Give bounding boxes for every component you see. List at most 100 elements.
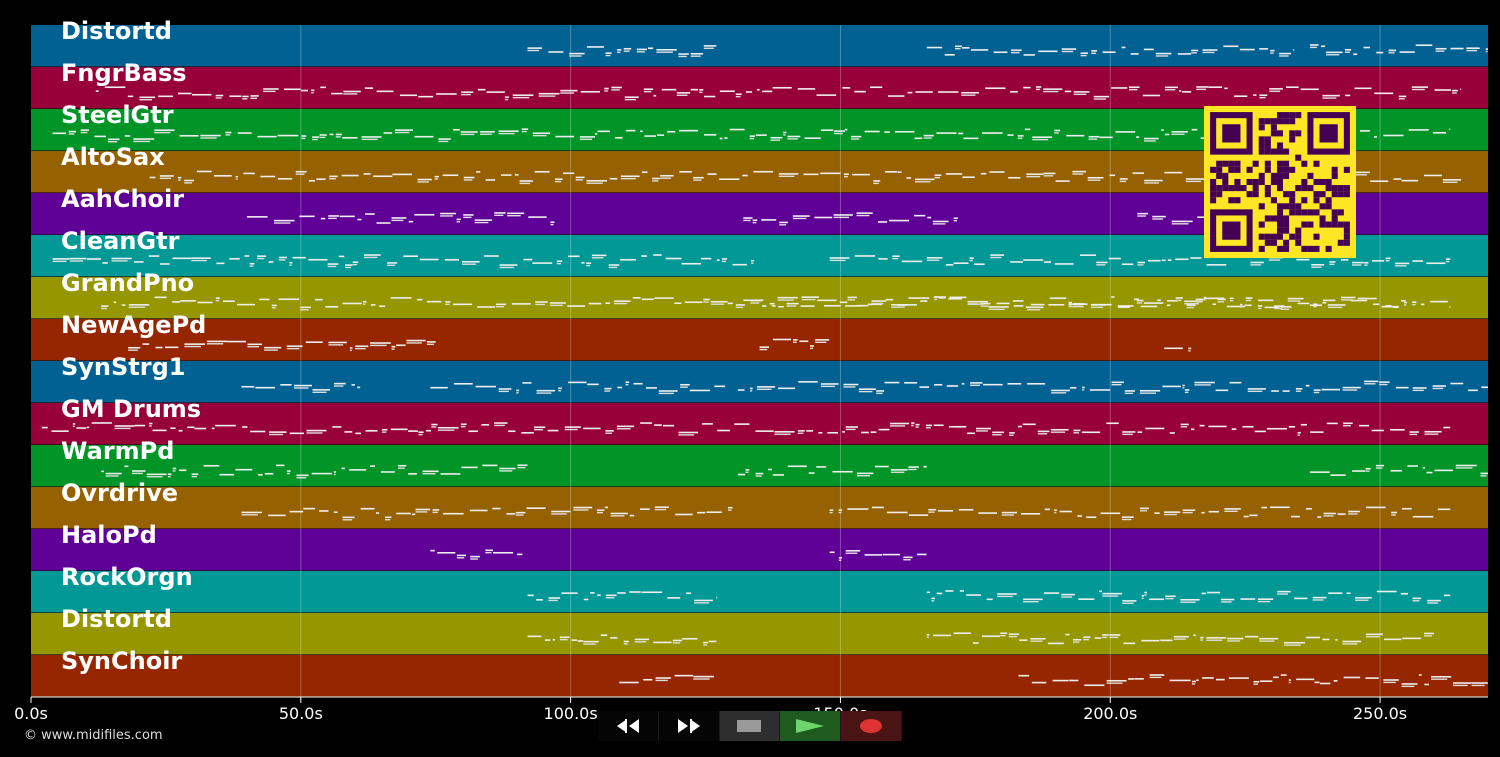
note [517,553,523,556]
note [364,256,378,259]
play-button[interactable] [780,711,841,741]
note [1000,632,1008,635]
note [727,509,732,511]
note [1109,174,1116,177]
note [311,89,315,92]
note [1073,641,1080,643]
note [1106,422,1119,425]
note [1031,681,1047,684]
note [710,303,725,305]
note [361,138,378,141]
fast-forward-button[interactable] [658,711,719,741]
note [558,387,562,390]
note [1201,592,1206,595]
note [1096,264,1106,266]
note [1185,178,1206,180]
note [1296,678,1315,681]
note [625,381,630,384]
note [1185,180,1202,183]
note [128,349,138,351]
note [864,554,883,556]
note [756,386,776,388]
note [878,258,888,260]
rewind-button[interactable] [598,711,658,741]
note [839,301,848,304]
note [1179,90,1182,92]
note [1240,303,1243,306]
note [1220,598,1235,601]
note [640,422,653,424]
note [1069,679,1079,682]
note [184,343,206,345]
note [597,130,610,133]
note [803,173,819,176]
note [511,303,531,305]
note [610,515,625,517]
track-label: GM Drums [61,395,201,423]
note [305,341,323,344]
note [586,46,605,48]
note [624,98,637,101]
note [332,426,342,428]
note [629,514,635,517]
note [1264,306,1280,309]
note [623,640,629,643]
note [556,262,562,265]
note [426,343,434,346]
note [391,219,404,222]
note [315,298,323,301]
note [1011,49,1022,52]
note [595,133,598,135]
note [179,469,187,472]
note [938,297,946,299]
note [1208,425,1227,428]
stop-button[interactable] [719,711,780,741]
note [843,383,859,386]
note [86,258,101,260]
note [907,304,917,306]
note [1287,297,1304,300]
note [844,128,848,131]
note [958,509,974,511]
note [257,257,265,260]
note [1305,384,1310,387]
note [1383,681,1396,684]
record-button[interactable] [841,711,901,741]
note [997,595,1013,598]
note [967,303,984,305]
note [1366,506,1386,509]
note [1252,94,1257,96]
note [1355,597,1372,599]
note [1309,46,1317,49]
note [1352,261,1364,264]
note [370,304,376,306]
note [1157,299,1161,302]
note [620,258,636,261]
note [735,95,741,98]
note [1288,681,1291,684]
note [1321,388,1341,391]
note [430,386,448,389]
note [475,385,496,388]
note [474,221,489,224]
note [1280,306,1292,308]
note [522,382,532,384]
note [419,258,439,261]
note [1480,475,1487,477]
note [1032,136,1053,139]
note [146,473,167,476]
note [398,467,405,469]
note [583,598,589,601]
note [1409,431,1419,433]
note [787,135,801,138]
note [778,175,795,178]
note [1309,471,1330,473]
note [619,681,639,684]
note [1044,508,1050,511]
note [431,426,437,428]
note [799,340,809,343]
note [714,385,726,388]
note [1323,515,1334,517]
note [1164,347,1183,350]
note [1257,307,1262,310]
